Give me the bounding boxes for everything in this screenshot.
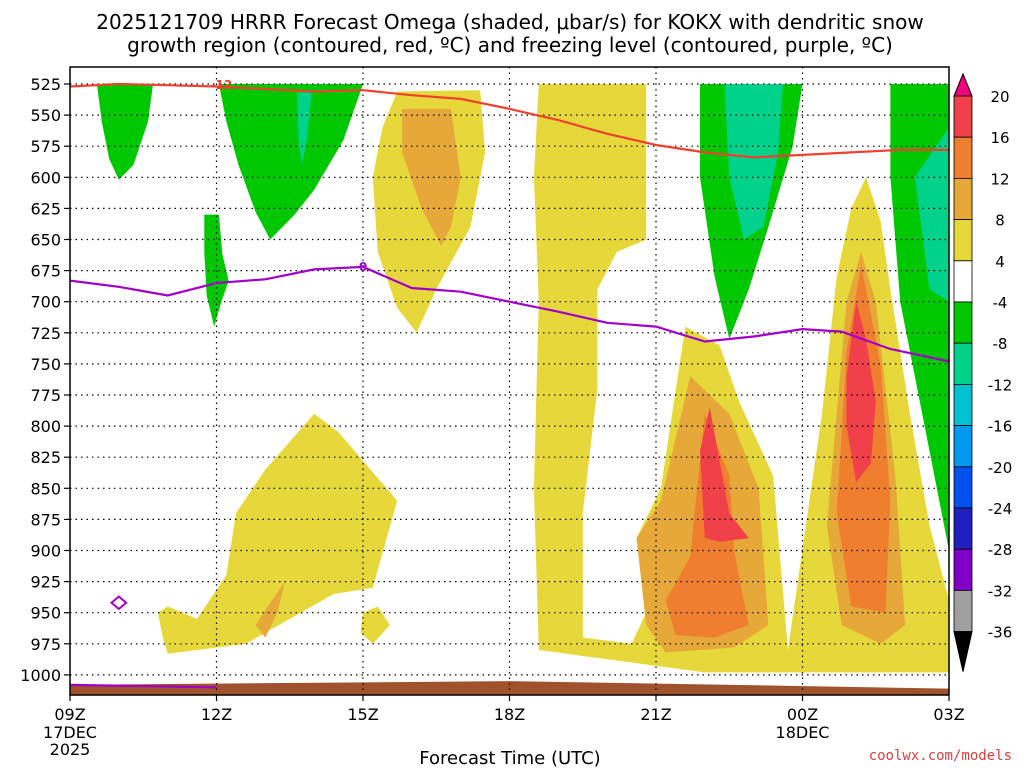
colorbar-bottom-arrow (953, 631, 973, 672)
colorbar-box (953, 219, 973, 262)
colorbar-box (953, 548, 973, 591)
colorbar-label: -24 (988, 500, 1013, 518)
terrain-strip (70, 681, 949, 695)
y-tick-label: 875 (30, 510, 61, 529)
colorbar-box (953, 95, 973, 138)
x-tick-label: 21Z (640, 705, 671, 724)
y-tick-label: 725 (30, 324, 61, 343)
y-tick-label: 600 (30, 168, 61, 187)
plot-area: -12 0 (69, 66, 950, 696)
omega-region--12 (724, 84, 783, 240)
colorbar-box (953, 342, 973, 385)
colorbar-label: 12 (990, 170, 1009, 188)
omega-region--8 (218, 84, 363, 240)
colorbar-box (953, 136, 973, 179)
colorbar-label: -12 (988, 376, 1013, 394)
colorbar-box (953, 590, 973, 633)
x-tick-date: 18DEC (776, 723, 830, 742)
y-tick-label: 800 (30, 417, 61, 436)
x-tick-label: 15Z (347, 705, 378, 724)
x-tick-label: 12Z (201, 705, 232, 724)
contour-label-freezing: 0 (359, 260, 367, 274)
x-tick-label: 00Z (787, 705, 818, 724)
y-tick-label: 950 (30, 604, 61, 623)
y-tick-label: 525 (30, 75, 61, 94)
omega-region--8 (96, 84, 153, 180)
chart-title-line2: growth region (contoured, red, ºC) and f… (127, 33, 893, 57)
x-tick-date: 17DEC (43, 723, 97, 742)
y-tick-label: 825 (30, 448, 61, 467)
y-tick-label: 650 (30, 231, 61, 250)
omega-region-16 (700, 407, 749, 542)
colorbar-label: 20 (990, 88, 1009, 106)
colorbar-box (953, 177, 973, 220)
omega-region--12 (297, 92, 312, 165)
x-tick-label: 09Z (54, 705, 85, 724)
credit-text: coolwx.com/models (869, 748, 1012, 764)
omega-region-16 (846, 301, 876, 483)
y-tick-label: 575 (30, 137, 61, 156)
colorbar-box (953, 466, 973, 509)
contour-line-dendritic-growth-minus12 (69, 82, 949, 159)
y-tick-label: 975 (30, 635, 61, 654)
colorbar-label: -20 (988, 459, 1013, 477)
omega-region-8 (402, 108, 461, 246)
colorbar-label: -32 (988, 582, 1013, 600)
y-tick-label: 925 (30, 573, 61, 592)
y-tick-label: 750 (30, 355, 61, 374)
y-tick-label: 625 (30, 199, 61, 218)
colorbar-legend: 20 16 12 8 4 -4 -8 -12 -16 -20 -24 -28 -32 -36 (953, 72, 1013, 672)
colorbar-box (953, 383, 973, 426)
chart-title-line1: 2025121709 HRRR Forecast Omega (shaded, … (96, 10, 923, 34)
omega-region-4 (360, 606, 390, 644)
x-tick-label: 18Z (494, 705, 525, 724)
y-tick-label: 900 (30, 542, 61, 561)
colorbar-label: -28 (988, 541, 1013, 559)
colorbar-label: -36 (988, 624, 1013, 642)
colorbar-label: -8 (993, 335, 1008, 353)
contour-line-freezing-pocket (109, 595, 128, 611)
colorbar-box (953, 301, 973, 344)
colorbar-top-arrow (953, 72, 973, 97)
contour-line-freezing-level-low (69, 683, 217, 689)
y-tick-label: 550 (30, 106, 61, 125)
omega-region--12 (914, 127, 949, 302)
colorbar-label: 8 (995, 212, 1005, 230)
y-tick-label: 1000 (20, 666, 61, 685)
x-tick-year: 2025 (50, 740, 91, 759)
colorbar-label: 16 (990, 129, 1009, 147)
x-axis-label: Forecast Time (UTC) (419, 748, 600, 768)
colorbar-box (953, 507, 973, 550)
y-tick-label: 850 (30, 479, 61, 498)
y-axis: 525 550 575 600 625 650 675 700 725 750 775 800 825 8… (20, 75, 70, 685)
colorbar-box (953, 425, 973, 468)
contour-label-minus12: -12 (211, 78, 233, 92)
colorbar-label: -16 (988, 418, 1013, 436)
omega-region-4 (157, 413, 398, 654)
colorbar-label: 4 (995, 253, 1005, 271)
y-tick-label: 775 (30, 386, 61, 405)
x-tick-label: 03Z (933, 705, 964, 724)
omega-region-8 (255, 581, 285, 638)
y-tick-label: 700 (30, 293, 61, 312)
contour-line-freezing-level-0 (69, 265, 950, 363)
colorbar-label: -4 (993, 294, 1008, 312)
y-tick-label: 675 (30, 262, 61, 281)
colorbar-box (953, 260, 973, 303)
